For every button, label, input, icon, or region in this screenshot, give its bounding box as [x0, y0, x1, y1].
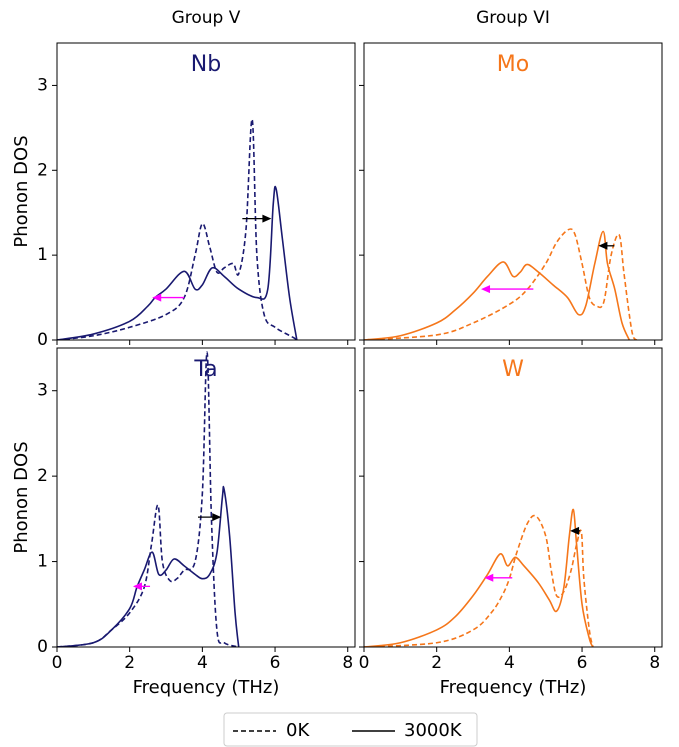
y-tick-label: 3 [37, 381, 48, 401]
y-axis-label: Phonon DOS [11, 441, 32, 553]
y-tick-label: 1 [37, 552, 48, 572]
dos-line [364, 508, 594, 647]
legend-box [223, 712, 478, 747]
axes-frame [363, 347, 663, 648]
axes-frame [363, 42, 663, 341]
arrow-head [212, 513, 222, 522]
shift-arrow [152, 293, 185, 302]
arrow-head [152, 293, 162, 302]
panel-title: Nb [191, 52, 221, 77]
shift-arrow [598, 241, 615, 250]
y-tick-label: 2 [37, 466, 48, 486]
axes-frame [56, 42, 356, 341]
arrow-head [132, 582, 142, 591]
column-title: Group VI [476, 8, 550, 28]
x-tick-label: 4 [197, 653, 208, 673]
x-tick-label: 0 [359, 653, 370, 673]
y-tick-label: 0 [37, 637, 48, 657]
dos-line [57, 118, 298, 340]
x-axis-label: Frequency (THz) [133, 677, 280, 698]
shift-arrow [484, 573, 513, 582]
x-tick-label: 6 [270, 653, 281, 673]
arrow-head [481, 285, 491, 294]
arrow-head [570, 526, 580, 535]
x-axis-label: Frequency (THz) [440, 677, 587, 698]
dos-line [57, 351, 239, 647]
arrow-head [598, 241, 608, 250]
x-tick-label: 0 [52, 653, 63, 673]
shift-arrow [132, 582, 151, 591]
dos-line [364, 230, 631, 340]
dos-line [364, 228, 638, 340]
dos-line [364, 514, 594, 647]
panel-title: Mo [497, 52, 529, 77]
x-tick-label: 6 [577, 653, 588, 673]
axes-frame [56, 347, 356, 648]
shift-arrow [242, 214, 272, 223]
shift-arrow [198, 513, 222, 522]
y-tick-label: 2 [37, 160, 48, 180]
x-tick-label: 4 [504, 653, 515, 673]
y-axis-label: Phonon DOS [11, 135, 32, 247]
arrow-head [262, 214, 272, 223]
legend-label: 3000K [404, 720, 463, 741]
shift-arrow [570, 526, 581, 535]
panel-title: W [502, 357, 524, 382]
y-tick-label: 3 [37, 75, 48, 95]
legend-label: 0K [286, 720, 310, 741]
shift-arrow [481, 285, 534, 294]
panel-title: Ta [193, 357, 217, 382]
dos-line [57, 485, 240, 647]
x-tick-label: 2 [124, 653, 135, 673]
dos-line [57, 185, 298, 340]
y-tick-label: 1 [37, 245, 48, 265]
x-tick-label: 2 [431, 653, 442, 673]
arrow-head [484, 573, 494, 582]
column-title: Group V [172, 8, 241, 28]
x-tick-label: 8 [649, 653, 660, 673]
y-tick-label: 0 [37, 330, 48, 350]
x-tick-label: 8 [342, 653, 353, 673]
